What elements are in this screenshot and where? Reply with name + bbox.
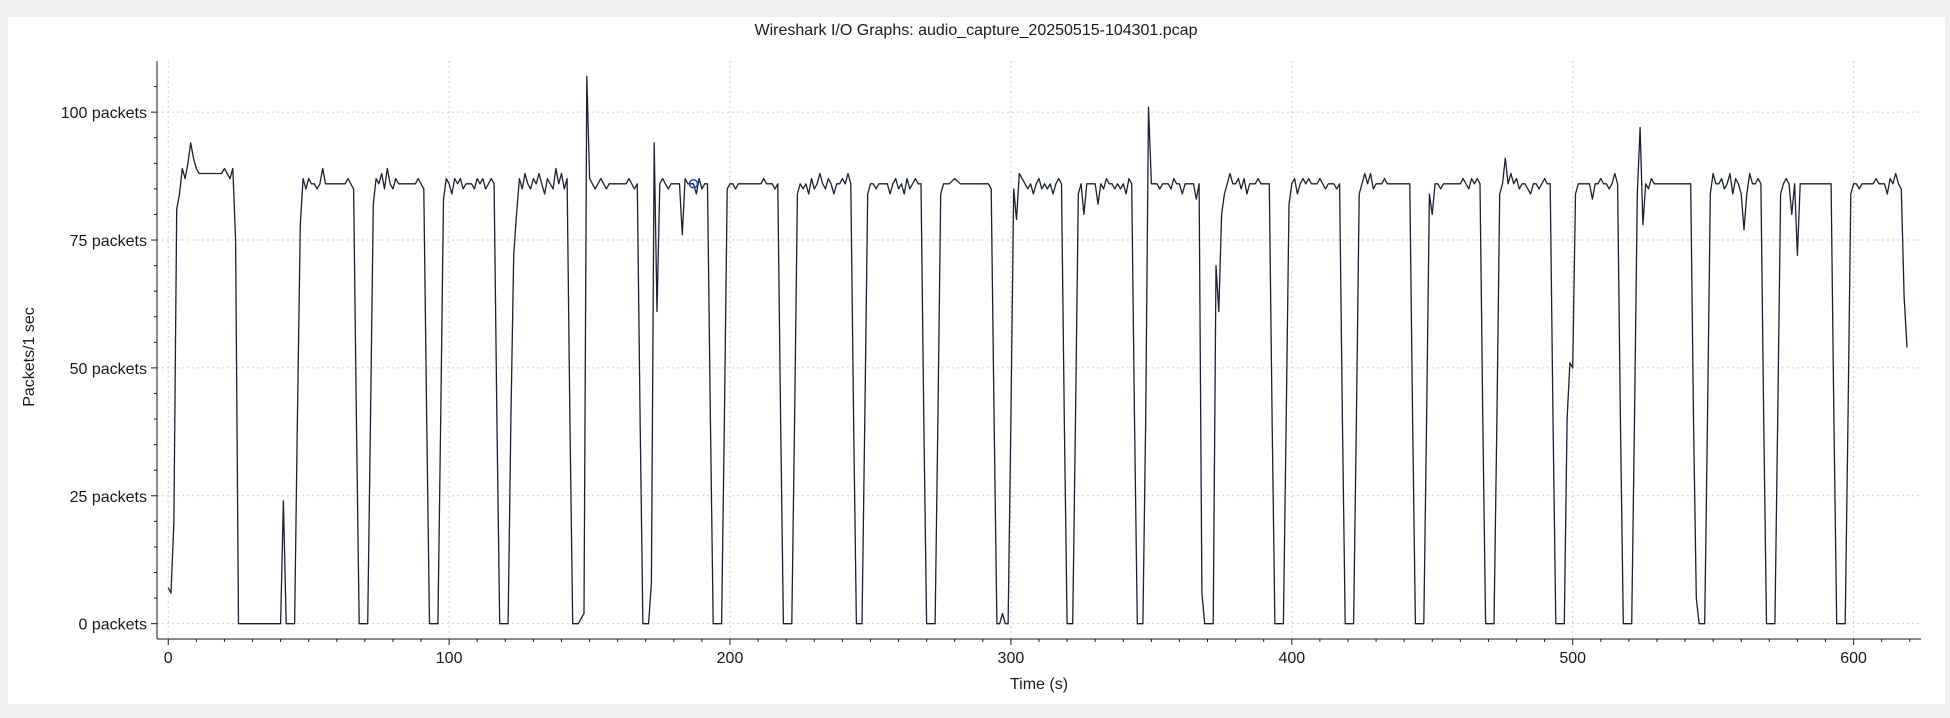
io-graph-panel: Wireshark I/O Graphs: audio_capture_2025… [8,17,1945,704]
y-tick-label: 100 packets [61,105,147,122]
chart-ticks: 0 packets 25 packets 50 packets 75 packets 1… [61,86,1911,667]
chart-grid [157,61,1921,639]
y-tick-label: 50 packets [70,361,147,378]
x-tick-label: 100 [436,650,463,667]
x-tick-label: 600 [1840,650,1867,667]
x-tick-label: 300 [998,650,1025,667]
chart-series [167,75,1908,625]
x-axis-label: Time (s) [1010,676,1068,693]
x-tick-label: 400 [1278,650,1305,667]
selected-point-marker[interactable] [688,179,699,189]
y-tick-label: 25 packets [70,489,147,506]
io-graph-chart[interactable]: Wireshark I/O Graphs: audio_capture_2025… [8,17,1945,704]
x-tick-label: 0 [164,650,173,667]
chart-title: Wireshark I/O Graphs: audio_capture_2025… [755,22,1198,39]
x-tick-label: 200 [717,650,744,667]
packets-series-line [167,75,1908,625]
chart-axes [156,61,1921,640]
y-axis-label: Packets/1 sec [21,307,38,407]
y-tick-label: 0 packets [79,617,147,634]
x-tick-label: 500 [1559,650,1586,667]
y-tick-label: 75 packets [70,233,147,250]
